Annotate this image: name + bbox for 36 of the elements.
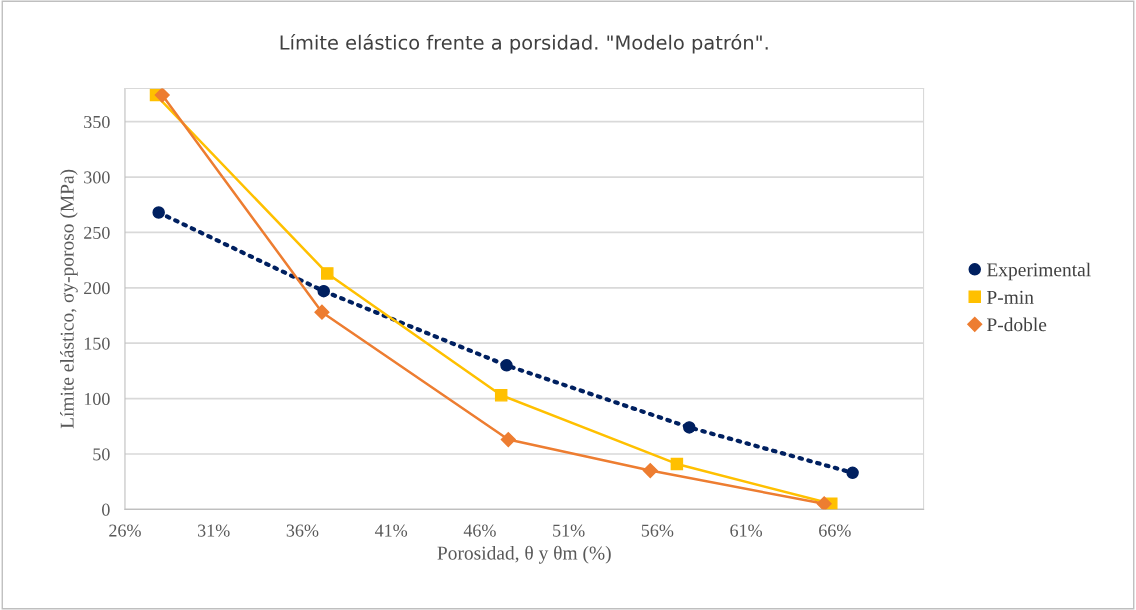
y-tick-label: 150 xyxy=(84,337,110,350)
y-tick-label: 350 xyxy=(84,115,110,129)
point xyxy=(816,496,832,510)
y-tick-label: 100 xyxy=(84,392,110,406)
y-tick-label: 50 xyxy=(93,448,110,461)
point xyxy=(670,457,684,471)
y-tick-label: 0 xyxy=(102,503,110,516)
point xyxy=(152,206,165,219)
point xyxy=(321,267,334,280)
point xyxy=(500,431,516,448)
chart-title: Límite elástico frente a porsidad. "Modelo patrón". xyxy=(280,34,768,54)
y-tick-label: 250 xyxy=(84,226,110,239)
legend-label: Experimental xyxy=(986,262,1091,281)
point xyxy=(494,389,508,402)
legend-label: P-doble xyxy=(986,317,1047,332)
y-axis-title: Límite elástico, σy-poroso (MPa) xyxy=(60,169,78,429)
x-tick-label: 46% xyxy=(463,524,496,537)
x-tick-label: 36% xyxy=(286,524,319,537)
y-tick-label: 300 xyxy=(84,171,110,184)
x-tick-label: 61% xyxy=(730,524,763,537)
point xyxy=(154,88,170,103)
point xyxy=(683,421,696,434)
x-tick-label: 31% xyxy=(198,524,230,537)
legend-label: P-min xyxy=(986,290,1034,304)
point xyxy=(642,463,658,479)
x-axis-title: Porosidad, θ y θm (%) xyxy=(437,545,611,564)
point xyxy=(317,284,330,298)
x-tick-label: 66% xyxy=(819,524,851,537)
x-tick-label: 41% xyxy=(374,524,408,537)
point xyxy=(314,304,330,320)
x-tick-label: 26% xyxy=(109,524,141,537)
point xyxy=(846,466,859,480)
y-tick-label: 200 xyxy=(84,282,110,295)
x-tick-label: 51% xyxy=(553,524,585,537)
x-tick-label: 56% xyxy=(641,524,674,537)
point xyxy=(500,359,513,372)
